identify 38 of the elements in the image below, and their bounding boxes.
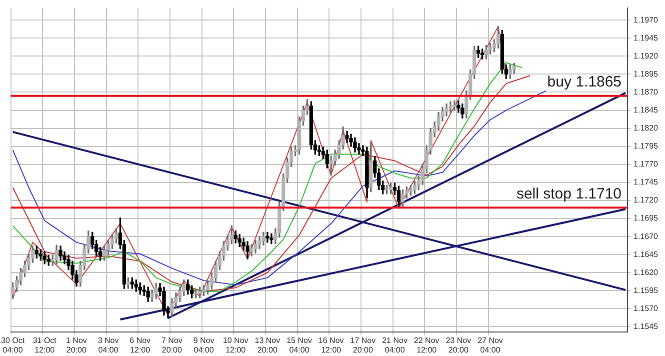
x-tick-label: 15 Nov 04:00 xyxy=(286,336,312,354)
x-tick-label: 16 Nov 12:00 xyxy=(318,336,344,354)
x-tick-label: 23 Nov 20:00 xyxy=(446,336,472,354)
candlestick xyxy=(452,100,456,111)
y-tick-label: 1.1570 xyxy=(634,304,659,313)
candlestick xyxy=(266,232,270,243)
y-tick-label: 1.1920 xyxy=(634,51,659,60)
y-tick-label: 1.1945 xyxy=(634,33,659,42)
x-tick-label: 31 Oct 12:00 xyxy=(32,336,58,354)
y-tick-label: 1.1845 xyxy=(634,105,659,114)
y-tick-label: 1.1745 xyxy=(634,178,659,187)
y-tick-label: 1.1595 xyxy=(634,286,659,295)
y-tick-label: 1.1795 xyxy=(634,142,659,151)
x-tick-label: 22 Nov 12:00 xyxy=(414,336,440,354)
y-tick-label: 1.1670 xyxy=(634,232,659,241)
x-tick-label: 27 Nov 04:00 xyxy=(478,336,503,354)
y-tick-label: 1.1645 xyxy=(634,250,659,259)
x-tick-label: 3 Nov 04:00 xyxy=(98,336,119,354)
y-tick-label: 1.1720 xyxy=(634,196,659,205)
x-tick-label: 21 Nov 04:00 xyxy=(382,336,408,354)
y-tick-label: 1.1620 xyxy=(634,268,659,277)
y-tick-label: 1.1970 xyxy=(634,15,659,24)
x-tick-label: 7 Nov 20:00 xyxy=(161,336,182,354)
x-tick-label: 9 Nov 04:00 xyxy=(193,336,214,354)
ref-line-label: buy 1.1865 xyxy=(547,73,622,90)
y-tick-label: 1.1770 xyxy=(634,160,659,169)
y-tick-label: 1.1545 xyxy=(634,322,659,331)
y-tick-label: 1.1895 xyxy=(634,69,659,78)
x-tick-label: 1 Nov 20:00 xyxy=(66,336,88,354)
x-tick-label: 6 Nov 12:00 xyxy=(130,336,151,354)
y-tick-label: 1.1870 xyxy=(634,87,659,96)
y-tick-label: 1.1695 xyxy=(634,214,659,223)
x-tick-label: 10 Nov 12:00 xyxy=(222,336,248,354)
x-tick-label: 30 Oct 04:00 xyxy=(1,336,26,354)
y-tick-label: 1.1820 xyxy=(634,124,659,133)
x-tick-label: 17 Nov 20:00 xyxy=(350,336,376,354)
x-tick-label: 13 Nov 20:00 xyxy=(254,336,280,354)
ref-line-label: sell stop 1.1710 xyxy=(516,185,622,202)
